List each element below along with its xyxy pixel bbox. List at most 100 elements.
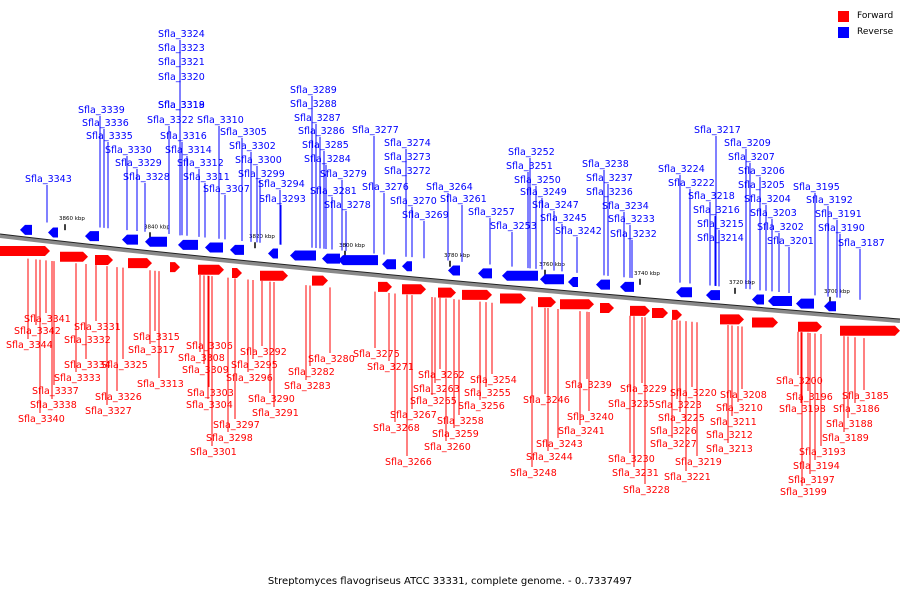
forward-gene xyxy=(560,299,594,310)
reverse-gene xyxy=(502,270,538,281)
forward-gene-label: Sfla_3263 xyxy=(413,384,460,395)
forward-gene-label: Sfla_3230 xyxy=(608,454,655,465)
forward-gene-label: Sfla_3200 xyxy=(776,376,823,387)
forward-gene-label: Sfla_3326 xyxy=(95,392,142,403)
forward-gene-label: Sfla_3239 xyxy=(565,380,612,391)
reverse-gene-label: Sfla_3238 xyxy=(582,159,629,170)
forward-gene-label: Sfla_3259 xyxy=(432,429,479,440)
reverse-gene-label: Sfla_3312 xyxy=(177,158,224,169)
reverse-gene xyxy=(230,244,244,255)
forward-gene-label: Sfla_3213 xyxy=(706,444,753,455)
reverse-gene-label: Sfla_3324 xyxy=(158,29,205,40)
reverse-gene xyxy=(768,295,792,306)
reverse-gene xyxy=(20,224,32,235)
forward-gene-label: Sfla_3197 xyxy=(788,475,835,486)
forward-gene-label: Sfla_3229 xyxy=(620,384,667,395)
forward-gene-label: Sfla_3280 xyxy=(308,354,355,365)
forward-gene-label: Sfla_3208 xyxy=(720,390,767,401)
reverse-gene-label: Sfla_3294 xyxy=(258,179,305,190)
reverse-gene-label: Sfla_3281 xyxy=(310,186,357,197)
reverse-gene-label: Sfla_3202 xyxy=(757,222,804,233)
forward-gene-label: Sfla_3334 xyxy=(64,360,111,371)
forward-gene xyxy=(630,305,650,316)
reverse-gene xyxy=(178,239,198,250)
tick-label: 3720 kbp xyxy=(729,280,755,286)
reverse-gene-label: Sfla_3316 xyxy=(160,131,207,142)
reverse-gene-label: Sfla_3273 xyxy=(384,152,431,163)
reverse-gene xyxy=(48,227,58,238)
reverse-gene-label: Sfla_3284 xyxy=(304,154,351,165)
forward-gene xyxy=(840,325,900,336)
forward-gene-label: Sfla_3212 xyxy=(706,430,753,441)
reverse-gene-label: Sfla_3323 xyxy=(158,43,205,54)
forward-gene-label: Sfla_3327 xyxy=(85,406,132,417)
reverse-gene xyxy=(752,294,764,305)
forward-gene-label: Sfla_3344 xyxy=(6,340,53,351)
tick-label: 3820 kbp xyxy=(249,234,275,240)
reverse-gene-label: Sfla_3329 xyxy=(115,158,162,169)
forward-gene-label: Sfla_3260 xyxy=(424,442,471,453)
forward-gene-label: Sfla_3193 xyxy=(799,447,846,458)
legend-forward-label: Forward xyxy=(857,11,894,21)
forward-gene-label: Sfla_3185 xyxy=(842,391,889,402)
legend-reverse-label: Reverse xyxy=(857,27,894,37)
forward-gene-label: Sfla_3292 xyxy=(240,347,287,358)
reverse-gene-label: Sfla_3216 xyxy=(693,205,740,216)
forward-gene xyxy=(798,321,822,332)
reverse-gene-label: Sfla_3285 xyxy=(302,140,349,151)
reverse-gene-label: Sfla_3274 xyxy=(384,138,431,149)
reverse-gene-label: Sfla_3224 xyxy=(658,164,705,175)
forward-gene xyxy=(720,314,744,325)
forward-gene-label: Sfla_3313 xyxy=(137,379,184,390)
reverse-gene-label: Sfla_3305 xyxy=(220,127,267,138)
forward-gene-label: Sfla_3283 xyxy=(284,381,331,392)
forward-gene-label: Sfla_3309 xyxy=(182,365,229,376)
genome-caption: Streptomyces flavogriseus ATCC 33331, co… xyxy=(267,576,633,587)
forward-gene-label: Sfla_3220 xyxy=(670,388,717,399)
reverse-gene xyxy=(322,253,340,264)
reverse-gene-label: Sfla_3195 xyxy=(793,182,840,193)
reverse-gene-label: Sfla_3249 xyxy=(520,187,567,198)
reverse-gene xyxy=(145,236,167,247)
forward-gene-label: Sfla_3246 xyxy=(523,395,570,406)
reverse-gene xyxy=(478,268,492,279)
forward-gene-label: Sfla_3315 xyxy=(133,332,180,343)
reverse-gene-label: Sfla_3222 xyxy=(668,178,715,189)
forward-gene xyxy=(402,284,426,295)
forward-gene-label: Sfla_3342 xyxy=(14,326,61,337)
forward-gene-label: Sfla_3290 xyxy=(248,394,295,405)
forward-gene xyxy=(0,246,50,256)
reverse-gene xyxy=(382,259,396,270)
forward-gene xyxy=(752,317,778,328)
reverse-gene-label: Sfla_3321 xyxy=(158,57,205,68)
forward-gene-label: Sfla_3331 xyxy=(74,322,121,333)
reverse-gene-label: Sfla_3288 xyxy=(290,99,337,110)
forward-gene-label: Sfla_3265 xyxy=(410,396,457,407)
forward-gene xyxy=(60,251,88,262)
forward-gene xyxy=(198,264,224,275)
forward-gene xyxy=(672,309,682,320)
reverse-gene-label: Sfla_3339 xyxy=(78,105,125,116)
forward-gene xyxy=(600,303,614,313)
reverse-gene-label: Sfla_3278 xyxy=(324,200,371,211)
reverse-gene-label: Sfla_3217 xyxy=(694,125,741,136)
forward-gene-label: Sfla_3268 xyxy=(373,423,420,434)
reverse-gene-label: Sfla_3187 xyxy=(838,238,885,249)
forward-gene-label: Sfla_3241 xyxy=(558,426,605,437)
genome-backbone-edge xyxy=(0,233,900,320)
reverse-gene-label: Sfla_3247 xyxy=(532,200,579,211)
legend-forward: Forward xyxy=(838,8,893,24)
legend-reverse-swatch xyxy=(838,26,849,38)
forward-gene xyxy=(312,275,328,286)
legend: Forward Reverse xyxy=(838,8,893,40)
legend-reverse: Reverse xyxy=(838,24,893,40)
reverse-gene-label: Sfla_3207 xyxy=(728,152,775,163)
tick-label: 3780 kbp xyxy=(444,253,470,259)
forward-gene-label: Sfla_3295 xyxy=(231,360,278,371)
reverse-gene-label: Sfla_3310 xyxy=(197,115,244,126)
reverse-gene xyxy=(122,234,138,245)
forward-gene-label: Sfla_3291 xyxy=(252,408,299,419)
reverse-gene xyxy=(85,231,99,242)
forward-gene-label: Sfla_3341 xyxy=(24,314,71,325)
reverse-gene-label: Sfla_3328 xyxy=(123,172,170,183)
